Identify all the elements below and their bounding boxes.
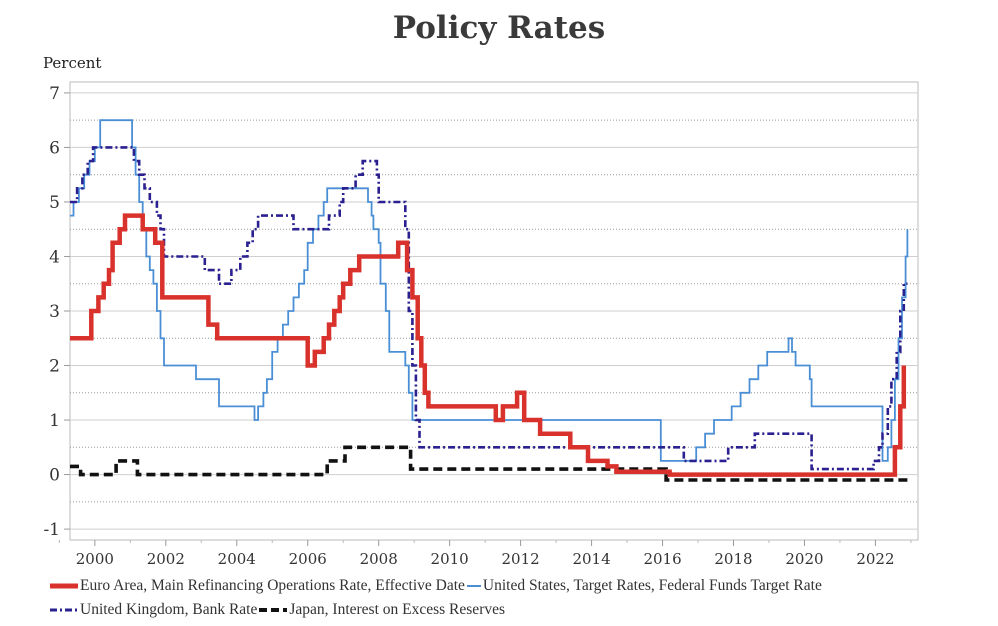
x-tick-label: 2018 — [714, 550, 752, 568]
y-tick-label: 1 — [49, 411, 60, 431]
x-tick-label: 2000 — [76, 550, 114, 568]
series-line-united-kingdom — [70, 146, 908, 471]
y-axis-label: Percent — [43, 54, 102, 72]
x-tick-label: 2022 — [856, 550, 894, 568]
legend-label-united-kingdom: United Kingdom, Bank Rate — [80, 601, 258, 618]
y-tick-label: 5 — [49, 193, 60, 213]
series-line-euro-area — [70, 213, 907, 477]
x-tick-label: 2020 — [785, 550, 823, 568]
legend-item-united-states: United States, Target Rates, Federal Fun… — [465, 574, 822, 598]
x-tick-label: 2004 — [218, 550, 256, 568]
legend-swatch-euro-area — [48, 580, 80, 592]
y-tick-label: 2 — [49, 357, 60, 377]
chart-title: Policy Rates — [392, 10, 606, 46]
x-tick-label: 2002 — [147, 550, 185, 568]
series-line-japan — [70, 445, 908, 482]
legend-item-united-kingdom: United Kingdom, Bank Rate — [48, 598, 257, 622]
y-tick-label: -1 — [43, 520, 60, 540]
x-tick-label: 2014 — [572, 550, 610, 568]
legend-label-united-states: United States, Target Rates, Federal Fun… — [482, 577, 822, 594]
y-tick-label: 0 — [49, 466, 60, 486]
legend-label-japan: Japan, Interest on Excess Reserves — [289, 601, 506, 618]
legend-item-euro-area: Euro Area, Main Refinancing Operations R… — [48, 574, 465, 598]
legend-item-japan: Japan, Interest on Excess Reserves — [257, 598, 505, 622]
x-tick-label: 2012 — [502, 550, 540, 568]
x-tick-label: 2016 — [643, 550, 681, 568]
y-tick-label: 6 — [49, 138, 60, 158]
legend-swatch-united-states — [465, 580, 483, 592]
x-tick-label: 2006 — [289, 550, 327, 568]
legend: Euro Area, Main Refinancing Operations R… — [48, 574, 978, 622]
y-tick-label: 7 — [49, 84, 60, 104]
legend-swatch-japan — [257, 604, 289, 616]
legend-row-2: United Kingdom, Bank Rate Japan, Interes… — [48, 598, 978, 622]
x-tick-label: 2010 — [431, 550, 469, 568]
y-tick-label: 3 — [49, 302, 60, 322]
x-tick-label: 2008 — [360, 550, 398, 568]
y-tick-label: 4 — [49, 247, 60, 267]
series-line-united-states — [70, 119, 909, 462]
legend-swatch-united-kingdom — [48, 604, 80, 616]
legend-label-euro-area: Euro Area, Main Refinancing Operations R… — [80, 577, 465, 594]
legend-row-1: Euro Area, Main Refinancing Operations R… — [48, 574, 978, 598]
